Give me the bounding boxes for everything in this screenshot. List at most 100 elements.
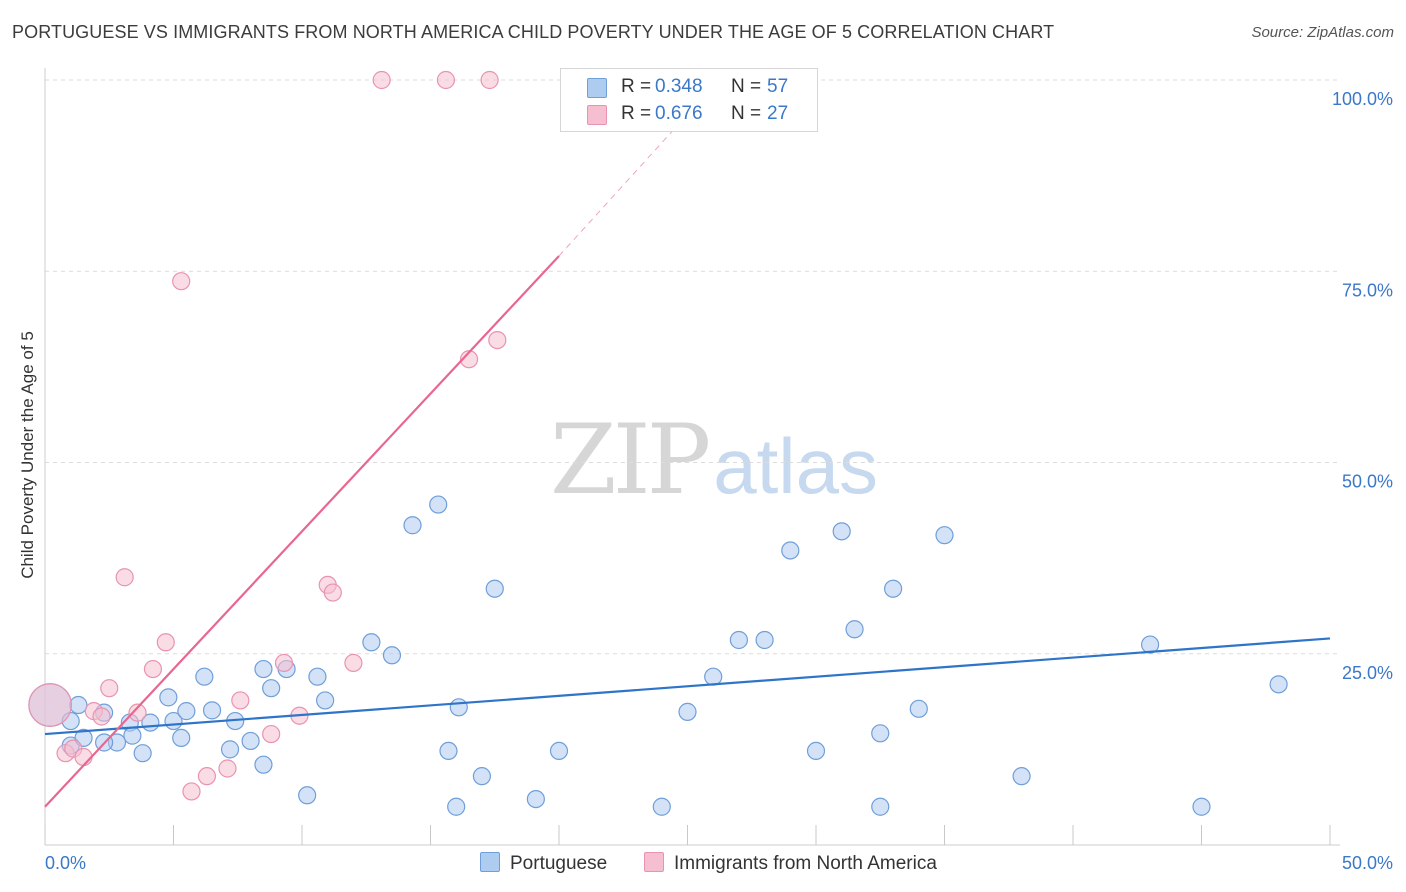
- x-tick-label: 0.0%: [45, 853, 86, 873]
- portuguese-point: [172, 728, 191, 748]
- immigrants-point: [262, 724, 281, 744]
- immigrants-point: [231, 691, 250, 710]
- chart-title: PORTUGUESE VS IMMIGRANTS FROM NORTH AMER…: [12, 22, 1055, 42]
- immigrants-point: [436, 70, 456, 90]
- legend-swatch-portuguese: [587, 78, 607, 98]
- portuguese-point: [449, 698, 468, 717]
- portuguese-point: [254, 755, 273, 774]
- immigrants-trend-line: [558, 114, 688, 257]
- portuguese-point: [845, 620, 864, 639]
- portuguese-point: [241, 731, 260, 751]
- legend-item-immigrants: Immigrants from North America: [644, 852, 937, 876]
- portuguese-point: [177, 702, 196, 721]
- portuguese-point: [133, 744, 152, 763]
- portuguese-point: [439, 741, 458, 761]
- portuguese-point: [1192, 797, 1211, 816]
- legend-n-value: 57: [767, 76, 789, 97]
- portuguese-point: [298, 786, 317, 805]
- portuguese-point: [1140, 635, 1160, 654]
- legend-swatch-immigrants: [587, 105, 607, 125]
- portuguese-point: [806, 741, 826, 761]
- portuguese-point: [652, 797, 671, 816]
- legend-n-label: N =: [731, 76, 762, 97]
- portuguese-point: [704, 667, 723, 686]
- y-tick-label: 75.0%: [1342, 280, 1393, 300]
- portuguese-point: [254, 659, 273, 679]
- legend-swatch-immigrants: [644, 852, 664, 872]
- portuguese-point: [1269, 675, 1288, 694]
- immigrants-point: [459, 350, 479, 369]
- immigrants-point: [156, 633, 175, 652]
- portuguese-point: [472, 767, 491, 786]
- immigrants-point: [182, 782, 201, 801]
- portuguese-point: [262, 679, 281, 698]
- portuguese-point: [526, 789, 545, 809]
- immigrants-point: [218, 759, 237, 778]
- immigrants-point: [74, 747, 93, 767]
- y-tick-label: 100.0%: [1332, 89, 1393, 109]
- correlation-legend: R = 0.348 N = 57 R = 0.676 N = 27: [560, 68, 818, 132]
- immigrants-point: [323, 583, 342, 602]
- portuguese-point: [403, 516, 422, 535]
- immigrants-point: [100, 679, 119, 698]
- immigrants-point: [143, 659, 163, 679]
- portuguese-trend-line: [44, 637, 1331, 736]
- portuguese-point: [935, 526, 954, 545]
- portuguese-point: [871, 797, 890, 816]
- portuguese-point: [316, 691, 335, 710]
- immigrants-point: [344, 653, 363, 673]
- portuguese-point: [447, 797, 466, 816]
- portuguese-point: [159, 688, 178, 707]
- portuguese-point: [1012, 767, 1031, 786]
- portuguese-point: [429, 495, 448, 514]
- legend-r-value: 0.676: [655, 103, 703, 124]
- portuguese-point: [549, 741, 569, 761]
- portuguese-point: [69, 695, 88, 715]
- immigrants-point: [197, 767, 217, 786]
- legend-label-portuguese: Portuguese: [510, 853, 608, 874]
- source-credit: Source: ZipAtlas.com: [1251, 24, 1394, 41]
- portuguese-point: [195, 667, 214, 686]
- portuguese-point: [362, 633, 381, 652]
- watermark-zip: ZIP: [550, 404, 711, 516]
- immigrants-point: [92, 707, 111, 726]
- watermark: ZIPatlas: [550, 404, 878, 516]
- watermark-atlas: atlas: [713, 422, 878, 510]
- portuguese-point: [678, 702, 697, 721]
- immigrants-point: [274, 653, 294, 673]
- immigrants-point: [488, 331, 507, 350]
- immigrants-point: [480, 70, 499, 90]
- legend-r-label: R =: [621, 103, 652, 124]
- immigrants-point: [28, 683, 72, 727]
- y-axis-label: Child Poverty Under the Age of 5: [18, 331, 37, 579]
- immigrants-point: [172, 272, 191, 291]
- legend-n-label: N =: [731, 103, 762, 124]
- immigrants-point: [115, 568, 134, 587]
- y-tick-label: 25.0%: [1342, 663, 1393, 683]
- x-tick-label: 50.0%: [1342, 853, 1393, 873]
- immigrants-point: [128, 703, 147, 722]
- legend-item-portuguese: Portuguese: [480, 852, 607, 876]
- portuguese-point: [382, 646, 402, 665]
- portuguese-point: [220, 740, 240, 759]
- portuguese-point: [485, 579, 504, 598]
- legend-r-label: R =: [621, 76, 652, 97]
- legend-swatch-portuguese: [480, 852, 500, 872]
- portuguese-point: [308, 667, 327, 686]
- portuguese-point: [123, 726, 142, 745]
- portuguese-point: [729, 630, 749, 650]
- portuguese-point: [832, 522, 851, 541]
- portuguese-point: [781, 541, 800, 560]
- portuguese-point: [755, 630, 774, 650]
- portuguese-point: [202, 701, 222, 720]
- legend-r-value: 0.348: [655, 76, 703, 97]
- portuguese-point: [909, 699, 928, 718]
- y-tick-label: 50.0%: [1342, 472, 1393, 492]
- legend-n-value: 27: [767, 103, 789, 124]
- immigrants-point: [372, 70, 391, 90]
- portuguese-point: [883, 579, 903, 598]
- immigrants-trend-line: [44, 255, 560, 808]
- portuguese-point: [871, 724, 890, 743]
- legend-label-immigrants: Immigrants from North America: [674, 853, 937, 874]
